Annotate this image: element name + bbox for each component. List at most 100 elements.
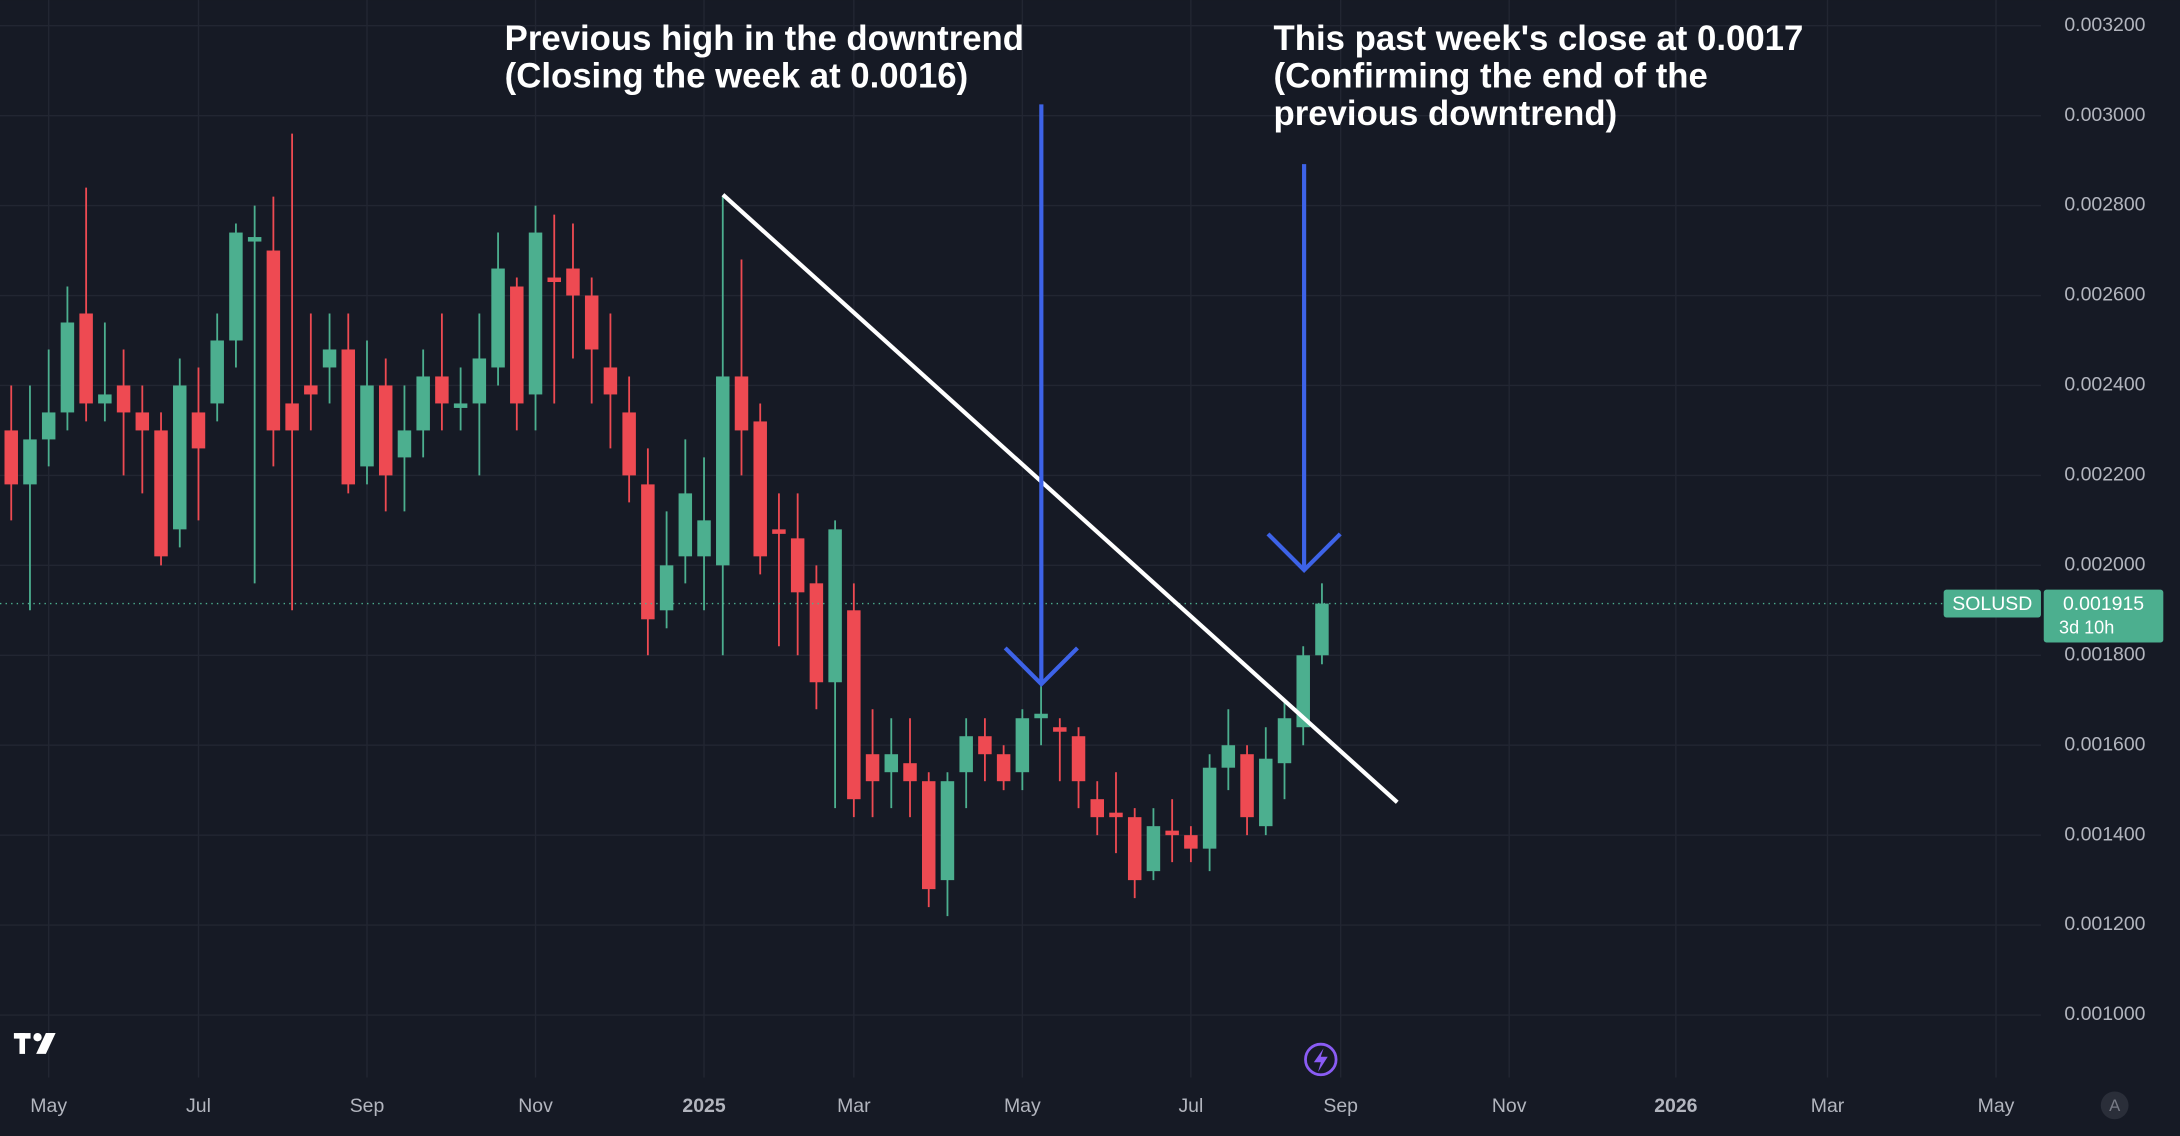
- candle-body: [154, 430, 168, 557]
- candle-body: [1277, 718, 1292, 764]
- candle-body: [1221, 745, 1236, 768]
- candle-body: [1053, 727, 1067, 732]
- y-tick-label: 0.001400: [2064, 823, 2145, 845]
- candle-body: [135, 412, 150, 431]
- x-tick-label: Nov: [518, 1095, 553, 1117]
- annotation-text: (Confirming the end of the: [1274, 58, 1708, 96]
- icon-ring: [1304, 1042, 1338, 1077]
- candle-body: [1090, 799, 1104, 818]
- candle-body: [978, 736, 992, 755]
- candle-body: [1165, 830, 1179, 836]
- annotation-text: This past week's close at 0.0017: [1274, 20, 1804, 58]
- candle-body: [641, 484, 655, 620]
- candle-body: [865, 754, 880, 782]
- candle-body: [191, 412, 206, 449]
- x-tick-label: Mar: [1811, 1095, 1845, 1117]
- candle-body: [716, 376, 730, 566]
- auto-scale-button[interactable]: [2100, 1091, 2129, 1120]
- candle-body: [1315, 603, 1329, 656]
- candle-body: [1259, 758, 1273, 827]
- candle-body: [1240, 754, 1254, 818]
- candle-body: [98, 394, 112, 404]
- candle-body: [584, 295, 599, 350]
- logo-part: [36, 1033, 56, 1054]
- y-tick-label: 0.003200: [2064, 14, 2145, 36]
- candle-body: [491, 268, 505, 368]
- y-tick-label: 0.001600: [2064, 733, 2145, 755]
- trendline: [721, 193, 1399, 804]
- candle-body: [23, 439, 37, 485]
- candle-body: [1127, 817, 1142, 881]
- x-tick-label: Sep: [350, 1095, 385, 1117]
- candle-body: [1296, 655, 1310, 728]
- y-tick-label: 0.001200: [2064, 913, 2145, 935]
- candle-body: [60, 322, 75, 413]
- x-tick-label: May: [1978, 1095, 2015, 1117]
- candle-body: [734, 376, 749, 431]
- candle-body: [753, 421, 767, 557]
- candle-body: [566, 268, 580, 296]
- arrow-head: [1003, 646, 1079, 688]
- candle-body: [940, 781, 955, 881]
- candle-body: [378, 385, 393, 476]
- candle-body: [435, 376, 449, 404]
- x-tick-label: 2026: [1654, 1095, 1697, 1117]
- x-tick-label: May: [1004, 1095, 1041, 1117]
- candle-body: [4, 430, 18, 485]
- candle-body: [41, 412, 56, 440]
- arrow-head: [1266, 532, 1342, 574]
- x-tick-label: Jul: [186, 1095, 211, 1117]
- candle-body: [772, 529, 786, 534]
- x-tick-label: 2025: [682, 1095, 725, 1117]
- logo-part: [33, 1033, 42, 1042]
- candle-body: [996, 754, 1011, 782]
- candle-body: [416, 376, 430, 431]
- candle-body: [659, 565, 674, 611]
- candle-body: [847, 610, 861, 800]
- candle-body: [678, 493, 693, 557]
- x-tick-label: May: [30, 1095, 67, 1117]
- arrows: [1003, 104, 1342, 688]
- price-label: 0.001915: [2063, 593, 2144, 615]
- candle-body: [247, 237, 262, 242]
- candle-body: [266, 250, 281, 431]
- y-tick-label: 0.002000: [2064, 553, 2145, 575]
- candle-body: [79, 313, 93, 404]
- y-tick-label: 0.003000: [2064, 104, 2145, 126]
- candle-body: [790, 538, 805, 593]
- candle-body: [397, 430, 412, 458]
- candle-body: [304, 385, 318, 395]
- y-tick-label: 0.002400: [2064, 374, 2145, 396]
- x-tick-label: Jul: [1178, 1095, 1203, 1117]
- icon: [1304, 1042, 1338, 1077]
- grid: [0, 0, 2041, 1078]
- candle-body: [622, 412, 636, 476]
- candle-body: [472, 358, 487, 404]
- candle-body: [1202, 767, 1217, 849]
- axes: 0.001000 0.001200 0.001400 0.001600 0.001800…: [30, 14, 2164, 1117]
- price-tag: [2043, 589, 2164, 643]
- candle-body: [547, 277, 561, 283]
- y-tick-label: 0.001800: [2064, 643, 2145, 665]
- candle-body: [210, 340, 224, 404]
- candle-body: [322, 349, 337, 368]
- candle-body: [510, 286, 524, 404]
- candle-body: [959, 736, 973, 773]
- auto-scale-label: A: [2109, 1096, 2121, 1115]
- symbol-label: SOLUSD: [1952, 593, 2032, 615]
- x-tick-label: Nov: [1492, 1095, 1527, 1117]
- candle-body: [603, 367, 618, 395]
- candle-body: [116, 385, 131, 413]
- candle-body: [229, 232, 243, 341]
- candle-body: [697, 520, 711, 557]
- candle-body: [1184, 835, 1198, 849]
- candle-body: [453, 403, 468, 408]
- y-tick-label: 0.001000: [2064, 1003, 2145, 1025]
- annotation-text: previous downtrend): [1274, 95, 1618, 133]
- candle-body: [341, 349, 356, 485]
- candle-body: [285, 403, 299, 431]
- candle-body: [173, 385, 187, 530]
- annotation-text: (Closing the week at 0.0016): [505, 58, 969, 96]
